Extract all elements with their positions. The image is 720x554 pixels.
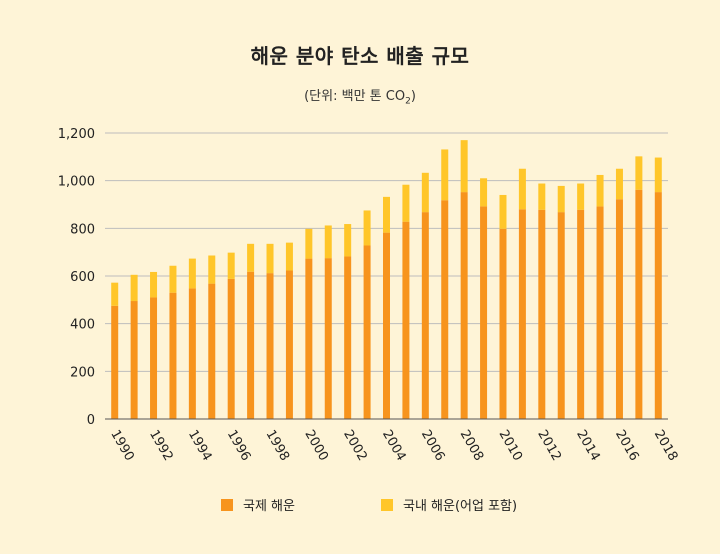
- bar-international: [130, 301, 138, 419]
- bar-international: [111, 305, 119, 419]
- bar-domestic: [150, 271, 158, 298]
- y-tick-label: 1,200: [58, 127, 95, 142]
- bar-domestic: [208, 255, 216, 284]
- x-tick-label: 2002: [340, 428, 370, 464]
- bar-domestic: [421, 172, 429, 213]
- bar-domestic: [266, 243, 274, 274]
- bar-international: [402, 221, 410, 419]
- bar-domestic: [247, 243, 255, 272]
- bar-international: [460, 192, 468, 419]
- bar-domestic: [227, 252, 235, 279]
- x-tick-label: 1994: [185, 428, 215, 464]
- bar-international: [305, 258, 313, 419]
- bar-international: [480, 206, 488, 419]
- legend-label-domestic: 국내 해운(어업 포함): [403, 499, 518, 514]
- bar-domestic: [460, 140, 468, 193]
- x-tick-label: 2016: [612, 428, 642, 464]
- bar-international: [188, 288, 196, 419]
- bar-international: [635, 189, 643, 419]
- bar-domestic: [344, 224, 352, 257]
- bar-domestic: [111, 282, 119, 306]
- y-tick-label: 200: [70, 365, 95, 380]
- bar-international: [169, 292, 177, 419]
- bar-international: [227, 278, 235, 419]
- x-tick-label: 2010: [496, 428, 526, 464]
- bar-domestic: [169, 265, 177, 293]
- subtitle-subscript: 2: [405, 96, 411, 107]
- x-tick-label: 1996: [224, 428, 254, 464]
- bar-domestic: [324, 225, 332, 259]
- legend-label-international: 국제 해운: [243, 499, 295, 514]
- bar-domestic: [383, 196, 390, 233]
- bar-international: [285, 270, 293, 419]
- bar-international: [557, 212, 565, 419]
- bar-domestic: [188, 258, 196, 289]
- bar-international: [421, 212, 429, 419]
- bar-international: [615, 199, 623, 419]
- bar-international: [654, 192, 662, 419]
- y-tick-label: 400: [70, 318, 95, 333]
- bar-domestic: [285, 242, 293, 271]
- subtitle-prefix: (단위: 백만 톤 CO: [304, 89, 406, 104]
- bar-domestic: [305, 228, 313, 259]
- bar-domestic: [615, 168, 623, 200]
- bar-international: [499, 228, 507, 419]
- bar-international: [324, 258, 332, 419]
- bar-domestic: [130, 274, 138, 302]
- bar-domestic: [557, 185, 565, 213]
- x-tick-label: 2004: [379, 428, 409, 464]
- bar-international: [596, 206, 604, 419]
- chart-subtitle: (단위: 백만 톤 CO2): [0, 85, 720, 107]
- legend-swatch-international: [221, 498, 233, 511]
- bar-international: [266, 273, 274, 419]
- x-tick-label: 2008: [457, 428, 487, 464]
- bar-international: [518, 209, 526, 419]
- bar-domestic: [499, 194, 507, 229]
- bar-international: [150, 297, 158, 419]
- bar-international: [247, 271, 255, 419]
- x-tick-label: 2000: [301, 428, 331, 464]
- chart-title: 해운 분야 탄소 배출 규모: [250, 44, 470, 68]
- x-tick-label: 1992: [146, 428, 176, 464]
- subtitle-suffix: ): [410, 89, 416, 104]
- bar-international: [363, 245, 371, 419]
- bar-domestic: [441, 149, 449, 201]
- bar-domestic: [480, 178, 488, 207]
- bar-international: [441, 200, 449, 419]
- x-tick-label: 1998: [263, 428, 293, 464]
- bar-domestic: [402, 184, 410, 222]
- legend: 국제 해운 국내 해운(어업 포함): [0, 495, 720, 515]
- legend-item-international: 국제 해운: [221, 495, 295, 514]
- y-tick-label: 0: [87, 413, 95, 428]
- bar-domestic: [577, 183, 585, 210]
- x-tick-label: 2012: [534, 428, 564, 464]
- legend-item-domestic: 국내 해운(어업 포함): [381, 495, 517, 514]
- bar-international: [577, 209, 585, 419]
- y-tick-label: 800: [70, 222, 95, 237]
- x-tick-label: 2018: [651, 428, 681, 464]
- bar-domestic: [363, 210, 371, 246]
- y-tick-label: 1,000: [58, 175, 95, 190]
- bar-international: [344, 256, 352, 419]
- bar-domestic: [538, 183, 546, 210]
- x-tick-label: 2014: [573, 428, 603, 464]
- bar-domestic: [596, 174, 604, 207]
- bar-international: [538, 209, 546, 419]
- bar-international: [208, 283, 216, 419]
- bar-international: [383, 232, 390, 419]
- bar-domestic: [518, 168, 526, 210]
- x-tick-label: 2006: [418, 428, 448, 464]
- x-tick-label: 1990: [107, 428, 137, 464]
- legend-swatch-domestic: [381, 498, 393, 511]
- bar-domestic: [635, 156, 643, 190]
- bar-domestic: [654, 157, 662, 193]
- y-tick-label: 600: [70, 270, 95, 285]
